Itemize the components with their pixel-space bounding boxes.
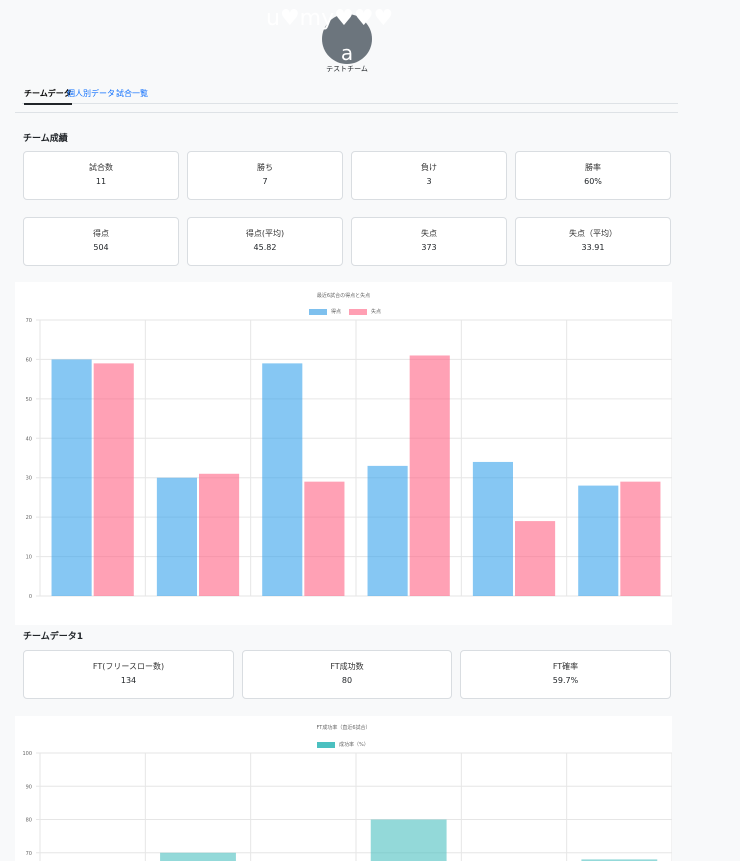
y-tick-label: 60	[26, 357, 32, 363]
tab-individual-data[interactable]: 個人別データ	[67, 89, 115, 98]
avatar-initial: a	[340, 41, 354, 64]
bar-series1	[472, 461, 513, 596]
stat-card-label: 失点（平均）	[569, 229, 617, 238]
chart-panel-ft-rate: FT成功率（直近6試合） 成功率（%） 70 80 90 100	[15, 716, 672, 861]
ft-rate-bar-chart: 70 80 90 100	[22, 751, 672, 861]
stat-card-label: 得点	[93, 229, 109, 238]
bar-series2	[620, 481, 661, 596]
y-tick-label: 20	[26, 515, 32, 521]
stat-card-conceded-avg: 失点（平均） 33.91	[515, 217, 671, 266]
legend-swatch-points	[309, 308, 327, 315]
chart-legend: 成功率（%）	[317, 741, 369, 748]
stat-card-value: 60%	[584, 177, 602, 186]
bar-series1	[262, 363, 303, 596]
chart-legend: 得点 失点	[309, 308, 381, 315]
stat-card-conceded: 失点 373	[351, 217, 507, 266]
tab-game-list[interactable]: 試合一覧	[116, 89, 148, 98]
bar-series1	[51, 359, 92, 596]
header-overlay-text: u♥⁠⁠⁠my♥♥♥	[266, 6, 394, 31]
chart-title: FT成功率（直近6試合）	[316, 725, 371, 731]
stat-card-ft-rate: FT確率 59.7%	[460, 650, 671, 699]
legend-label-conceded: 失点	[371, 309, 382, 315]
y-tick-label: 10	[26, 555, 32, 561]
stat-card-losses: 負け 3	[351, 151, 507, 200]
stat-card-value: 373	[421, 243, 437, 252]
y-tick-label: 50	[26, 397, 32, 403]
stat-card-value: 11	[95, 177, 107, 186]
stat-card-points-avg: 得点(平均) 45.82	[187, 217, 343, 266]
scores-bar-chart: 0 10 20 30 40 50 60 70	[26, 318, 672, 600]
stat-card-games: 試合数 11	[23, 151, 179, 200]
chart-title: 最近6試合の得点と失点	[316, 293, 371, 299]
avatar: a	[322, 14, 372, 64]
stat-card-label: 得点(平均)	[245, 229, 285, 238]
bar-series2	[515, 521, 556, 596]
stat-card-points: 得点 504	[23, 217, 179, 266]
legend-label-points: 得点	[331, 309, 342, 315]
bar-series1	[156, 477, 197, 596]
bar-series2	[93, 363, 134, 596]
bar-series1	[160, 852, 236, 861]
stat-card-label: 失点	[421, 229, 437, 238]
legend-swatch-conceded	[349, 308, 368, 315]
bar-series2	[409, 355, 450, 596]
y-tick-label: 100	[22, 751, 32, 757]
y-tick-label: 0	[29, 594, 32, 600]
stat-card-label: 勝率	[585, 163, 601, 172]
tab-bar: チームデータ 個人別データ 試合一覧	[22, 86, 678, 105]
stat-card-win-rate: 勝率 60%	[515, 151, 671, 200]
y-tick-label: 90	[26, 784, 32, 790]
stat-card-ft-attempts: FT(フリースロー数) 134	[23, 650, 234, 699]
chart-panel-scores: 最近6試合の得点と失点 得点 失点 0 10 20 30 40 50 60 70	[15, 282, 672, 625]
y-tick-label: 80	[26, 818, 32, 824]
bar-series2	[199, 473, 240, 596]
y-tick-label: 30	[26, 476, 32, 482]
bar-series1	[581, 859, 658, 861]
stat-card-value: 134	[120, 676, 137, 685]
stat-card-value: 80	[341, 676, 353, 685]
y-tick-label: 70	[26, 318, 32, 324]
legend-swatch-ft-rate	[317, 741, 335, 748]
stat-card-ft-made: FT成功数 80	[242, 650, 452, 699]
stat-card-label: 試合数	[89, 163, 113, 172]
stat-card-value: 504	[93, 243, 109, 252]
tab-team-data[interactable]: チームデータ	[24, 88, 72, 105]
legend-label-ft-rate: 成功率（%）	[339, 742, 369, 748]
bar-series2	[304, 481, 345, 596]
stat-card-label: FT(フリースロー数)	[92, 662, 165, 671]
stat-card-value: 59.7%	[552, 676, 579, 685]
divider	[15, 112, 678, 113]
section-title-team-data1: チームデータ1	[23, 632, 83, 642]
bar-series1	[370, 819, 447, 861]
stat-card-label: 勝ち	[257, 163, 273, 172]
stat-card-wins: 勝ち 7	[187, 151, 343, 200]
stat-card-label: 負け	[421, 163, 437, 172]
stat-card-value: 45.82	[253, 243, 277, 252]
bar-series1	[578, 485, 619, 596]
y-tick-label: 40	[26, 436, 32, 442]
section-title-team-results: チーム成績	[23, 134, 68, 144]
stat-card-value: 7	[262, 177, 268, 186]
stat-card-label: FT成功数	[330, 662, 364, 671]
team-name: テストチーム	[326, 65, 368, 73]
stat-card-value: 3	[426, 177, 432, 186]
stat-card-value: 33.91	[581, 243, 605, 252]
stat-card-label: FT確率	[552, 662, 579, 671]
y-tick-label: 70	[26, 851, 32, 857]
bar-series1	[367, 465, 408, 596]
